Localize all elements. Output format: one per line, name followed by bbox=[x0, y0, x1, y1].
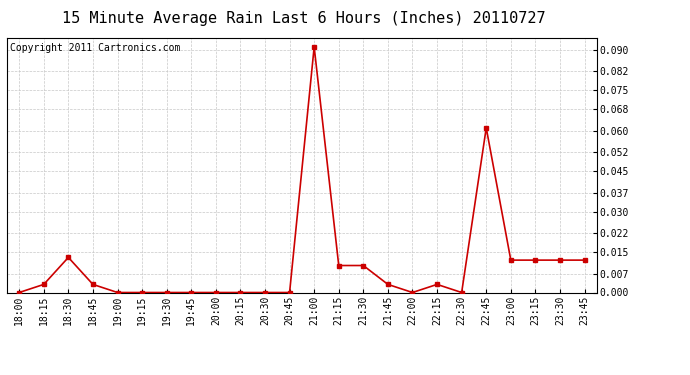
Text: Copyright 2011 Cartronics.com: Copyright 2011 Cartronics.com bbox=[10, 43, 180, 52]
Text: 15 Minute Average Rain Last 6 Hours (Inches) 20110727: 15 Minute Average Rain Last 6 Hours (Inc… bbox=[62, 11, 545, 26]
